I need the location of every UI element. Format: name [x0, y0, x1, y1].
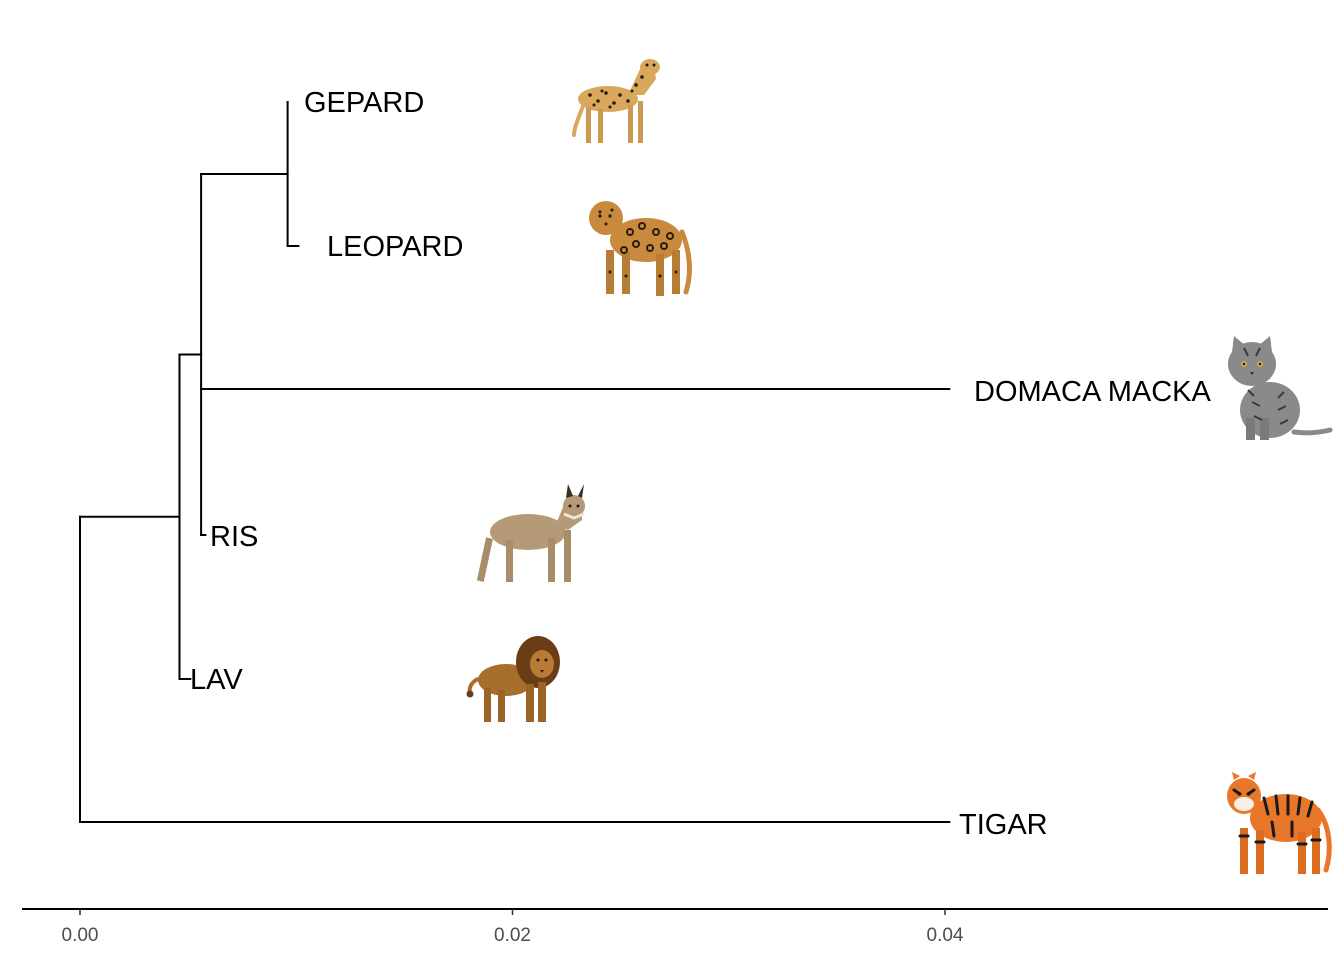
tree-branches	[79, 101, 951, 823]
tiger-icon	[1227, 772, 1332, 874]
animal-images	[466, 59, 1333, 874]
x-tick-label-0: 0.00	[62, 925, 99, 946]
x-tick-label-2: 0.04	[927, 925, 964, 946]
leopard-icon	[589, 201, 692, 296]
lynx-icon	[476, 484, 585, 582]
x-tick-label-1: 0.02	[494, 925, 531, 946]
x-axis: 0.00 0.02 0.04	[22, 908, 1328, 946]
domestic-cat-icon	[1228, 336, 1333, 440]
x-axis-ticks	[79, 909, 946, 915]
tip-label-gepard: GEPARD	[304, 87, 424, 119]
tip-label-ris: RIS	[210, 521, 258, 553]
tip-label-tigar: TIGAR	[959, 809, 1048, 841]
lion-icon	[466, 636, 560, 722]
tip-label-leopard: LEOPARD	[327, 231, 463, 263]
tip-labels: GEPARD LEOPARD DOMACA MACKA RIS LAV TIGA…	[190, 87, 1212, 841]
tip-label-domaca-macka: DOMACA MACKA	[974, 376, 1212, 408]
cheetah-icon	[572, 59, 660, 143]
tip-label-lav: LAV	[190, 664, 243, 696]
